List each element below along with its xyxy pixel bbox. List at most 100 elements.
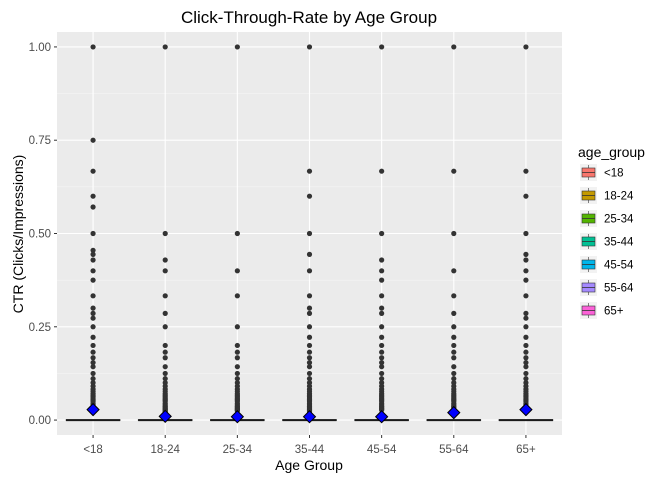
outlier-point [523, 376, 529, 382]
mean-marker [519, 402, 533, 417]
x-tick-label: 25-34 [223, 444, 253, 456]
outlier-point [451, 293, 457, 299]
outlier-point [90, 293, 96, 299]
legend-label: 65+ [604, 306, 624, 318]
outlier-point [162, 257, 168, 263]
outlier-point [451, 334, 457, 340]
outlier-point [306, 370, 313, 377]
mean-marker [447, 405, 461, 420]
outlier-point [523, 277, 529, 283]
outlier-point [90, 370, 96, 377]
outlier-point [162, 376, 168, 382]
outlier-point [90, 257, 96, 263]
outlier-point [523, 315, 529, 321]
outlier-point [523, 44, 529, 50]
outlier-point [90, 349, 96, 355]
outlier-point [451, 355, 457, 361]
x-tick-label: <18 [83, 444, 103, 456]
outlier-point [90, 44, 96, 50]
y-axis: 0.00 0.25 0.50 0.75 1.00 [29, 42, 57, 427]
outlier-point [90, 334, 96, 340]
outlier-point [523, 168, 529, 174]
outlier-point [306, 193, 313, 199]
outlier-point [306, 349, 313, 355]
y-tick-label: 0.75 [29, 135, 51, 147]
outlier-point [90, 315, 96, 321]
x-axis-title: Age Group [275, 457, 343, 473]
outlier-point [523, 370, 529, 377]
outlier-point [306, 168, 313, 174]
outlier-point [234, 324, 240, 330]
outlier-point [306, 293, 313, 299]
outlier-point [306, 334, 313, 340]
outlier-point [523, 324, 529, 330]
outlier-point [90, 364, 96, 370]
outlier-point [234, 364, 240, 370]
outlier-point [379, 293, 385, 299]
outlier-point [306, 310, 313, 316]
outlier-point [379, 310, 385, 316]
outlier-point [451, 376, 457, 382]
outlier-point [90, 277, 96, 283]
outlier-point [306, 360, 313, 366]
outlier-point [306, 376, 313, 382]
outlier-point [162, 230, 168, 237]
outlier-point [379, 268, 385, 274]
outlier-point [234, 376, 240, 382]
y-tick-label: 0.00 [29, 415, 51, 427]
outlier-point [451, 268, 457, 274]
outlier-layer [90, 44, 529, 415]
outlier-point [234, 370, 240, 377]
outlier-point [162, 349, 168, 355]
outlier-point [451, 168, 457, 174]
outlier-point [234, 342, 240, 349]
outlier-point [379, 355, 385, 361]
mean-marker-layer [86, 402, 533, 424]
outlier-point [90, 342, 96, 349]
outlier-point [451, 349, 457, 355]
outlier-point [162, 364, 168, 370]
legend-label: 55-64 [604, 283, 634, 295]
outlier-point [379, 342, 385, 349]
y-tick-label: 0.50 [29, 229, 51, 241]
outlier-point [379, 376, 385, 382]
outlier-point [90, 137, 96, 143]
outlier-point [234, 230, 240, 237]
outlier-point [523, 293, 529, 299]
outlier-point [162, 324, 168, 330]
outlier-point [162, 342, 168, 349]
y-tick-label: 1.00 [29, 42, 51, 54]
legend-title: age_group [578, 144, 645, 160]
legend-label: <18 [604, 168, 624, 180]
outlier-point [379, 364, 385, 370]
legend-label: 35-44 [604, 237, 634, 249]
y-axis-title: CTR (Clicks/Impressions) [10, 155, 26, 314]
outlier-point [451, 324, 457, 330]
mean-marker [374, 410, 389, 424]
outlier-point [306, 251, 313, 257]
chart-title: Click-Through-Rate by Age Group [181, 8, 437, 27]
outlier-point [523, 257, 529, 263]
x-tick-label: 45-54 [367, 444, 397, 456]
outlier-point [451, 370, 457, 377]
mean-marker [302, 410, 317, 424]
legend-label: 25-34 [604, 214, 634, 226]
outlier-point [306, 305, 313, 311]
outlier-point [451, 310, 457, 316]
outlier-point [523, 230, 529, 237]
outlier-point [379, 257, 385, 263]
outlier-point [306, 355, 313, 361]
outlier-point [234, 44, 240, 50]
legend-label: 18-24 [604, 191, 634, 203]
outlier-point [451, 230, 457, 237]
outlier-point [90, 376, 96, 382]
outlier-point [90, 168, 96, 174]
outlier-point [234, 293, 240, 299]
outlier-point [90, 230, 96, 237]
outlier-point [306, 364, 313, 370]
outlier-point [90, 355, 96, 361]
outlier-point [379, 168, 385, 174]
outlier-point [523, 193, 529, 199]
outlier-point [90, 360, 96, 366]
